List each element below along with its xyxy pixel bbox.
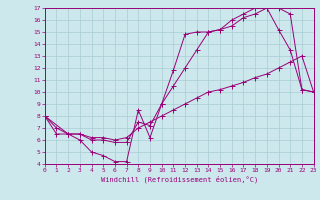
X-axis label: Windchill (Refroidissement éolien,°C): Windchill (Refroidissement éolien,°C) <box>100 176 258 183</box>
